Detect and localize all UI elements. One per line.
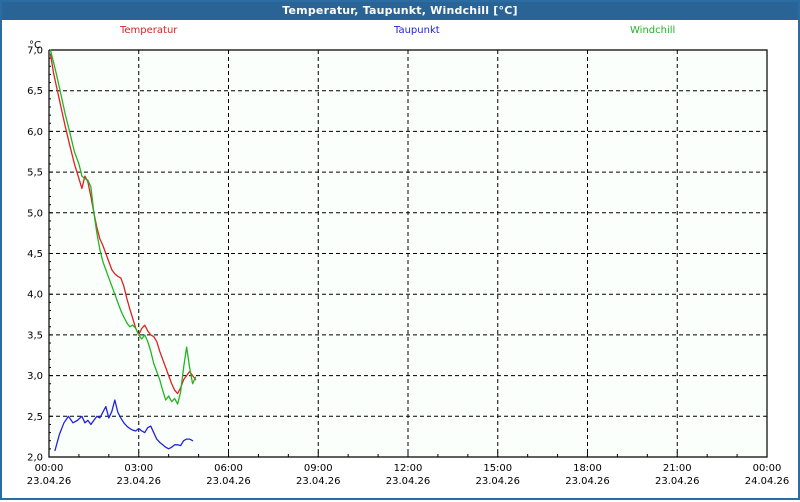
x-tick-date-label: 23.04.26 xyxy=(27,476,72,487)
legend-label-temperatur: Temperatur xyxy=(120,25,178,36)
legend-item-temperatur: Temperatur xyxy=(120,25,177,36)
y-tick-label: 2,5 xyxy=(27,412,43,423)
y-tick-label: 5,5 xyxy=(27,168,43,179)
x-tick-date-label: 24.04.26 xyxy=(745,476,790,487)
series-line-taupunkt xyxy=(54,399,194,452)
x-tick-time-label: 09:00 xyxy=(304,463,333,474)
y-tick-label: 4,5 xyxy=(27,249,43,260)
y-tick-label: 6,0 xyxy=(27,127,43,138)
x-tick-date-label: 23.04.26 xyxy=(296,476,341,487)
data-series-group xyxy=(49,49,197,452)
x-tick-date-label: 23.04.26 xyxy=(206,476,251,487)
x-tick-time-label: 00:00 xyxy=(753,463,782,474)
y-tick-label: 3,5 xyxy=(27,330,43,341)
series-line-windchill xyxy=(49,49,197,405)
y-axis-labels: 7,0 6,5 6,0 5,5 5,0 4,5 4,0 3,5 3,0 2,5 2,0 xyxy=(27,46,43,464)
y-tick-label: 5,0 xyxy=(27,208,43,219)
series-line-temperatur xyxy=(49,53,197,395)
x-tick-time-label: 06:00 xyxy=(214,463,243,474)
x-tick-date-label: 23.04.26 xyxy=(475,476,520,487)
x-tick-time-label: 18:00 xyxy=(573,463,602,474)
plot-frame xyxy=(48,49,768,458)
window-title-bar: Temperatur, Taupunkt, Windchill [°C] xyxy=(2,2,798,20)
y-tick-label: 7,0 xyxy=(27,46,43,57)
x-tick-date-label: 23.04.26 xyxy=(386,476,431,487)
x-axis-labels: 00:00 23.04.26 03:00 23.04.26 06:00 23.04.26 0… xyxy=(27,463,790,487)
x-tick-time-label: 21:00 xyxy=(663,463,692,474)
y-tick-label: 4,0 xyxy=(27,290,43,301)
y-axis-unit-label: °C xyxy=(29,40,41,51)
legend-label-windchill: Windchill xyxy=(630,25,676,36)
legend-label-taupunkt: Taupunkt xyxy=(394,25,440,36)
x-tick-time-label: 12:00 xyxy=(394,463,423,474)
x-tick-time-label: 15:00 xyxy=(483,463,512,474)
x-gridlines xyxy=(138,50,678,457)
x-tick-date-label: 23.04.26 xyxy=(565,476,610,487)
window-title: Temperatur, Taupunkt, Windchill [°C] xyxy=(282,4,518,17)
legend-item-windchill: Windchill xyxy=(630,25,675,36)
x-tick-date-label: 23.04.26 xyxy=(116,476,161,487)
x-tick-time-label: 03:00 xyxy=(124,463,153,474)
x-tickmarks xyxy=(48,452,768,457)
y-tick-label: 2,0 xyxy=(27,453,43,464)
y-tick-label: 6,5 xyxy=(27,86,43,97)
legend-item-taupunkt: Taupunkt xyxy=(394,25,440,36)
x-tick-time-label: 00:00 xyxy=(35,463,64,474)
y-tick-label: 3,0 xyxy=(27,371,43,382)
x-tick-date-label: 23.04.26 xyxy=(655,476,700,487)
